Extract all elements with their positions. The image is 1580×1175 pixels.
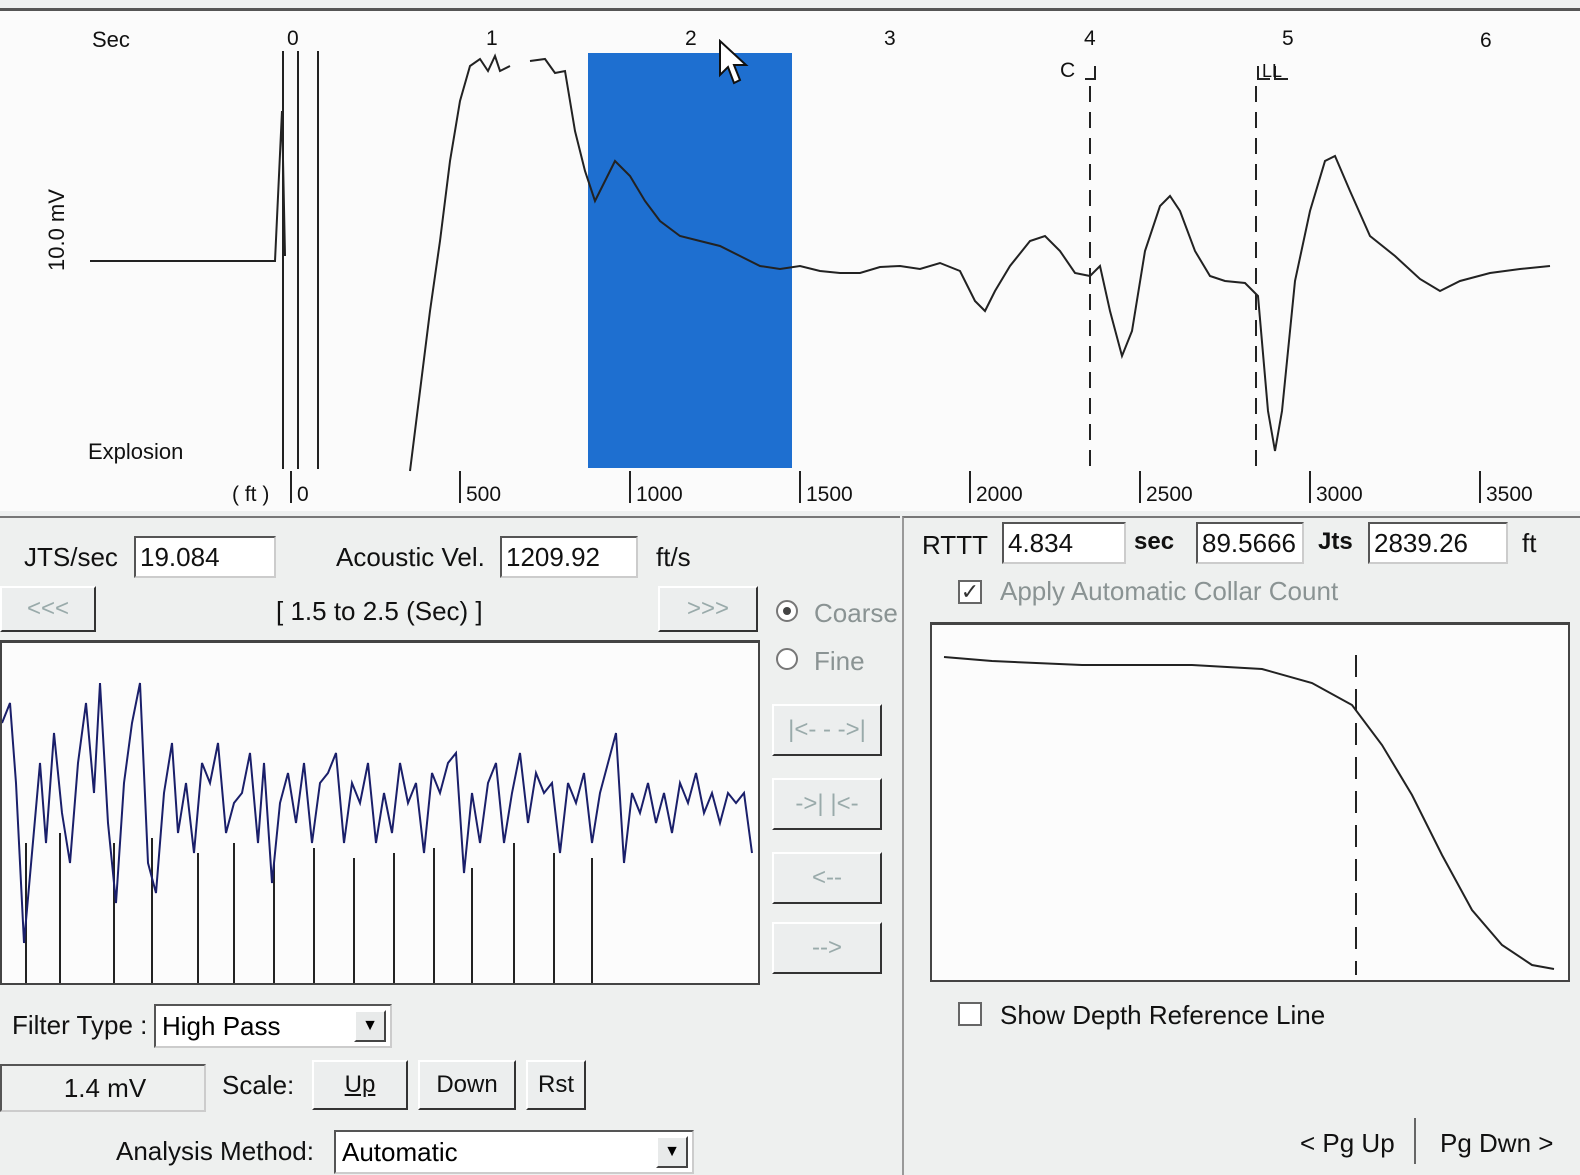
ft-tick-label: 2500 — [1146, 483, 1193, 506]
coarse-radio[interactable] — [776, 600, 798, 622]
ft-tick-label: 3500 — [1486, 483, 1533, 506]
depth-unit: ft — [1522, 528, 1537, 558]
rttt-label: RTTT — [922, 530, 988, 560]
acoustic-trace-chart[interactable] — [0, 11, 1580, 511]
filter-type-select[interactable]: High Pass ▼ — [154, 1004, 392, 1048]
selected-window[interactable] — [588, 53, 792, 468]
jts-sec-label: JTS/sec — [24, 542, 118, 572]
show-depth-label: Show Depth Reference Line — [1000, 1000, 1326, 1030]
sec-tick-label: 0 — [287, 27, 299, 50]
collar-marker-glyph — [1085, 66, 1096, 80]
page-up-button[interactable]: < Pg Up — [1300, 1128, 1395, 1158]
sec-tick-label: 3 — [884, 27, 896, 50]
scale-label: Scale: — [222, 1070, 295, 1100]
prev-window-button[interactable]: <<< — [0, 586, 96, 632]
acoustic-vel-field[interactable]: 1209.92 — [500, 536, 638, 578]
page-down-button[interactable]: Pg Dwn > — [1440, 1128, 1554, 1158]
ft-tick-label: 500 — [466, 483, 502, 506]
acoustic-trace-line — [90, 53, 1551, 472]
mouse-cursor-icon — [719, 39, 749, 85]
liquid-level-marker-label: LL — [1262, 61, 1283, 81]
collar-count-curve — [943, 656, 1555, 970]
analysis-method-select[interactable]: Automatic ▼ — [334, 1130, 694, 1174]
analysis-method-label: Analysis Method: — [116, 1136, 314, 1166]
window-range-text: [ 1.5 to 2.5 (Sec) ] — [276, 596, 483, 626]
chevron-down-icon[interactable]: ▼ — [354, 1010, 386, 1042]
acoustic-trace-panel[interactable]: Sec 10.0 mV Explosion ( ft ) 0 1 2 3 4 5… — [0, 8, 1580, 511]
acoustic-vel-label: Acoustic Vel. — [336, 542, 485, 572]
collar-count-svg — [943, 655, 1555, 975]
sec-tick-label: 5 — [1282, 27, 1294, 50]
joints-unit: Jts — [1318, 528, 1353, 555]
contract-window-button[interactable]: ->| |<- — [772, 778, 882, 830]
show-depth-checkbox[interactable] — [958, 1002, 982, 1026]
liquid-level-marker-glyph — [1257, 66, 1288, 80]
ft-axis-label: ( ft ) — [232, 483, 270, 506]
filtered-trace-stems — [25, 833, 593, 983]
ft-axis — [290, 471, 1481, 503]
filter-type-value: High Pass — [162, 1011, 281, 1041]
scale-up-button[interactable]: Up — [312, 1060, 408, 1110]
rttt-field[interactable]: 4.834 — [1002, 522, 1126, 564]
collar-count-plot[interactable] — [930, 622, 1570, 982]
analysis-method-value: Automatic — [342, 1137, 458, 1167]
explosion-label: Explosion — [88, 439, 184, 464]
shift-left-button[interactable]: <-- — [772, 852, 882, 904]
y-scale-label: 10.0 mV — [44, 189, 69, 271]
expand-window-button[interactable]: |<- - ->| — [772, 704, 882, 756]
collar-marker-label: C — [1060, 59, 1076, 82]
apply-collar-label: Apply Automatic Collar Count — [1000, 576, 1339, 606]
ft-tick-label: 1500 — [806, 483, 853, 506]
fine-radio[interactable] — [776, 648, 798, 670]
coarse-label: Coarse — [814, 598, 898, 628]
paging-divider — [1414, 1118, 1416, 1164]
shift-right-button[interactable]: --> — [772, 922, 882, 974]
ft-tick-label: 1000 — [636, 483, 683, 506]
jts-sec-field[interactable]: 19.084 — [134, 536, 276, 578]
filtered-trace-svg — [1, 682, 753, 983]
depth-field[interactable]: 2839.26 — [1368, 522, 1508, 564]
sec-tick-label: 4 — [1084, 27, 1096, 50]
ft-tick-label: 2000 — [976, 483, 1023, 506]
filter-type-label: Filter Type : — [12, 1010, 148, 1040]
filtered-trace-plot[interactable] — [0, 640, 760, 985]
sec-axis-label: Sec — [92, 27, 130, 52]
fine-label: Fine — [814, 646, 865, 676]
chevron-down-icon[interactable]: ▼ — [656, 1136, 688, 1168]
joints-field[interactable]: 89.5666 — [1196, 522, 1304, 564]
apply-collar-checkbox[interactable]: ✓ — [958, 580, 982, 604]
scale-mv-field: 1.4 mV — [0, 1064, 206, 1112]
scale-down-button[interactable]: Down — [418, 1060, 516, 1110]
ft-tick-label: 3000 — [1316, 483, 1363, 506]
scale-reset-button[interactable]: Rst — [526, 1060, 586, 1110]
ft-tick-label: 0 — [297, 483, 309, 506]
next-window-button[interactable]: >>> — [658, 586, 758, 632]
filtered-trace-line — [1, 682, 753, 944]
sec-tick-label: 6 — [1480, 29, 1492, 52]
sec-tick-label: 1 — [486, 27, 498, 50]
acoustic-vel-unit: ft/s — [656, 542, 691, 572]
sec-tick-label: 2 — [685, 27, 697, 50]
rttt-unit: sec — [1134, 528, 1175, 555]
